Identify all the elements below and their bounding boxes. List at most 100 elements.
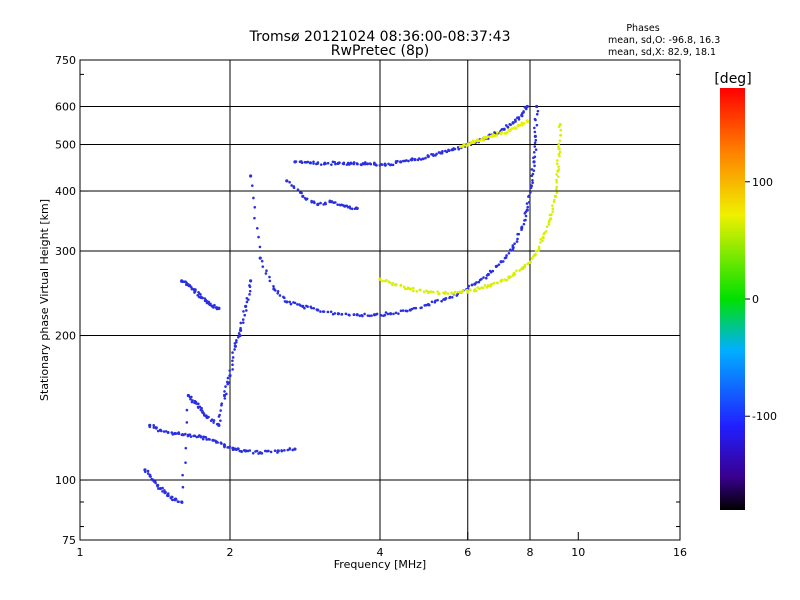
y-tick-label: 75: [62, 534, 76, 547]
data-point: [255, 226, 259, 230]
y-tick-label: 100: [55, 474, 76, 487]
data-point: [292, 186, 296, 190]
data-point: [219, 419, 222, 422]
data-point: [436, 290, 439, 293]
data-point: [241, 318, 245, 321]
data-point: [520, 266, 524, 270]
data-point: [399, 160, 403, 164]
data-point: [380, 163, 384, 166]
data-point: [468, 288, 472, 291]
data-point: [531, 172, 535, 176]
data-point: [534, 138, 538, 142]
data-point: [399, 309, 403, 313]
data-point: [199, 293, 202, 296]
data-point: [533, 164, 536, 168]
data-point: [533, 141, 537, 145]
data-point: [533, 130, 537, 134]
data-point: [440, 299, 443, 303]
phases-title: Phases: [626, 23, 659, 34]
data-point: [319, 163, 323, 166]
y-axis-label: Stationary phase Virtual Height [km]: [38, 199, 51, 401]
data-point: [545, 225, 549, 229]
data-point: [559, 128, 563, 132]
data-point: [517, 232, 521, 236]
data-point: [289, 302, 293, 306]
data-point: [466, 291, 469, 294]
chart-title: Tromsø 20121024 08:36:00-08:37:43: [249, 29, 511, 45]
colorbar-tick-label: 0: [752, 293, 759, 306]
data-point: [496, 281, 499, 285]
data-point: [248, 449, 252, 452]
data-point: [436, 298, 439, 302]
data-point: [233, 344, 237, 348]
data-point: [245, 300, 249, 304]
data-point: [419, 288, 422, 292]
data-point: [280, 449, 284, 453]
data-point: [231, 448, 235, 452]
data-point: [217, 306, 221, 310]
data-point: [557, 175, 560, 178]
data-point: [555, 162, 559, 165]
data-point: [196, 293, 200, 297]
data-point: [414, 306, 418, 310]
x-tick-label: 16: [673, 546, 687, 559]
data-point: [391, 163, 395, 167]
x-tick-label: 4: [377, 546, 384, 559]
data-point: [491, 269, 495, 273]
data-point: [306, 160, 310, 164]
data-point: [551, 207, 555, 211]
data-point: [144, 470, 147, 474]
data-point: [207, 300, 211, 304]
data-point: [375, 312, 379, 316]
data-point: [356, 162, 359, 166]
data-point: [533, 117, 537, 121]
data-point: [381, 279, 384, 283]
data-point: [169, 496, 173, 500]
data-point: [507, 251, 511, 255]
data-point: [212, 306, 215, 309]
data-point: [389, 163, 393, 167]
data-point: [146, 469, 150, 473]
data-point: [222, 393, 227, 398]
data-point: [288, 447, 292, 450]
data-point: [466, 142, 470, 146]
data-point: [319, 310, 322, 313]
data-point: [537, 245, 541, 249]
data-point: [390, 283, 394, 286]
data-point: [482, 139, 485, 142]
data-point: [300, 191, 303, 195]
data-point: [342, 161, 346, 165]
data-point: [522, 222, 526, 226]
data-point: [505, 278, 509, 282]
data-point: [248, 289, 252, 293]
data-point: [450, 295, 454, 299]
data-point: [306, 305, 309, 308]
data-point: [535, 104, 539, 109]
data-point: [355, 313, 359, 317]
data-point: [273, 449, 277, 453]
x-tick-label: 2: [227, 546, 234, 559]
data-point: [396, 159, 399, 163]
data-point: [405, 309, 409, 313]
data-point: [260, 259, 264, 263]
data-point: [158, 486, 163, 491]
data-point: [500, 127, 504, 131]
data-point: [557, 142, 561, 146]
data-point: [291, 448, 294, 452]
data-point: [283, 449, 286, 452]
data-point: [522, 110, 525, 113]
data-point: [258, 245, 262, 249]
data-point: [301, 194, 305, 198]
data-point: [484, 276, 488, 280]
data-point: [474, 139, 477, 143]
data-point: [226, 380, 229, 384]
data-point: [444, 290, 447, 294]
data-point: [555, 178, 558, 182]
series-7: [285, 179, 359, 211]
data-point: [435, 152, 438, 156]
data-point: [231, 359, 234, 363]
data-point: [269, 450, 273, 454]
data-point: [238, 328, 243, 332]
data-point: [336, 203, 339, 206]
